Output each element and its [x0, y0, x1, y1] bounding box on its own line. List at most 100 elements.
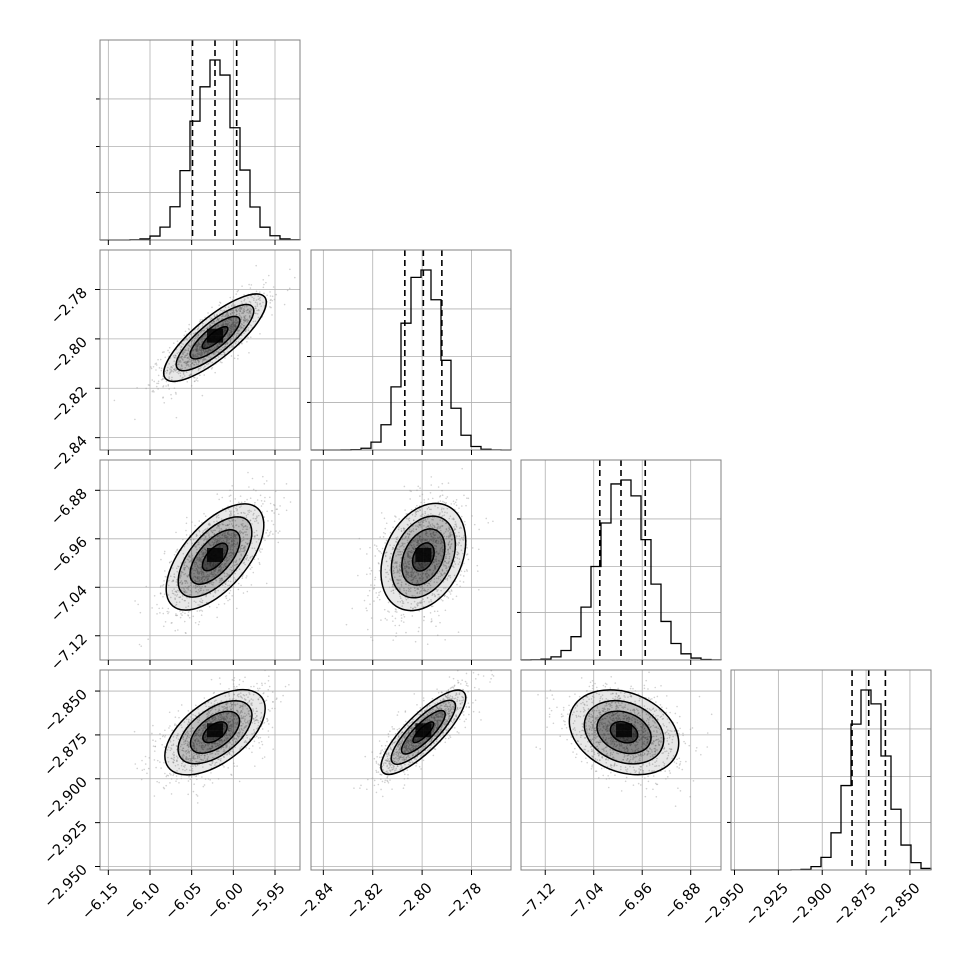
sample-point [187, 585, 190, 588]
sample-point [172, 355, 175, 357]
sample-point [432, 569, 435, 572]
sample-point [450, 543, 453, 545]
sample-point [188, 336, 191, 339]
sample-point [410, 572, 413, 574]
sample-point [395, 609, 397, 611]
sample-point [246, 590, 249, 593]
sample-point [209, 523, 211, 526]
sample-point [452, 500, 455, 503]
sample-point [199, 604, 201, 606]
sample-point [196, 564, 199, 567]
sample-point [226, 341, 228, 344]
sample-point [234, 561, 237, 564]
sample-point [269, 306, 271, 308]
sample-point [231, 569, 234, 572]
sample-point [411, 568, 414, 571]
sample-point [242, 312, 244, 314]
sample-point [183, 334, 186, 337]
sample-point [269, 532, 271, 534]
histogram-panel-3 [727, 669, 932, 871]
sample-point [242, 511, 245, 514]
sample-point [437, 536, 439, 539]
sample-point [459, 539, 461, 541]
sample-point [223, 563, 226, 565]
sample-point [201, 571, 203, 573]
sample-point [210, 321, 213, 324]
sample-point [416, 580, 419, 582]
sample-point [406, 517, 408, 520]
sample-point [238, 568, 241, 571]
sample-point [175, 775, 178, 777]
sample-point [431, 592, 434, 595]
sample-point [196, 328, 199, 331]
sample-point [448, 560, 450, 563]
sample-point [195, 344, 198, 347]
sample-point [390, 590, 393, 593]
sample-point [235, 308, 237, 311]
sample-point [227, 314, 229, 316]
sample-point [153, 594, 156, 597]
sample-point [201, 358, 204, 361]
sample-point [210, 349, 212, 352]
sample-point [199, 345, 201, 348]
sample-point [237, 321, 239, 323]
sample-point [417, 510, 420, 513]
sample-point [275, 508, 278, 511]
sample-point [441, 574, 443, 577]
sample-point [227, 322, 229, 325]
sample-point [439, 548, 442, 550]
sample-point [255, 529, 258, 532]
sample-point [205, 538, 208, 540]
sample-point [235, 524, 238, 526]
sample-point [168, 561, 171, 564]
sample-point [195, 335, 198, 337]
sample-point [416, 489, 418, 492]
sample-point [405, 566, 408, 568]
sample-point [392, 570, 395, 572]
sample-point [199, 331, 201, 334]
sample-point [184, 591, 186, 594]
sample-point [228, 333, 231, 336]
sample-point [194, 376, 196, 379]
sample-point [198, 567, 200, 570]
sample-point [179, 372, 182, 374]
sample-point [200, 566, 202, 569]
sample-point [229, 589, 232, 592]
sample-point [425, 563, 427, 566]
sample-point [267, 679, 270, 682]
sample-point [248, 315, 251, 317]
sample-point [411, 567, 413, 569]
sample-point [249, 568, 252, 570]
sample-point [203, 534, 206, 537]
sample-point [232, 532, 235, 535]
sample-point [243, 332, 245, 335]
sample-point [231, 312, 234, 314]
sample-point [233, 577, 235, 579]
sample-point [174, 605, 177, 607]
sample-point [448, 565, 451, 568]
sample-point [230, 554, 233, 557]
sample-point [223, 572, 226, 575]
sample-point [222, 548, 225, 551]
sample-point [424, 538, 426, 541]
sample-point [247, 309, 249, 311]
sample-point [235, 685, 238, 688]
sample-point [417, 573, 419, 576]
sample-point [374, 578, 376, 581]
sample-point [171, 369, 173, 372]
sample-point [439, 542, 442, 544]
sample-point [210, 583, 213, 585]
sample-point [181, 355, 183, 358]
sample-point [269, 496, 271, 499]
sample-point [229, 546, 232, 549]
sample-point [256, 534, 258, 536]
sample-point [238, 558, 241, 561]
sample-point [243, 317, 246, 320]
sample-point [229, 340, 232, 343]
sample-point [254, 294, 256, 297]
sample-point [233, 526, 235, 528]
sample-point [416, 588, 418, 590]
sample-point [413, 577, 415, 579]
sample-point [233, 679, 235, 682]
sample-point [182, 552, 185, 555]
